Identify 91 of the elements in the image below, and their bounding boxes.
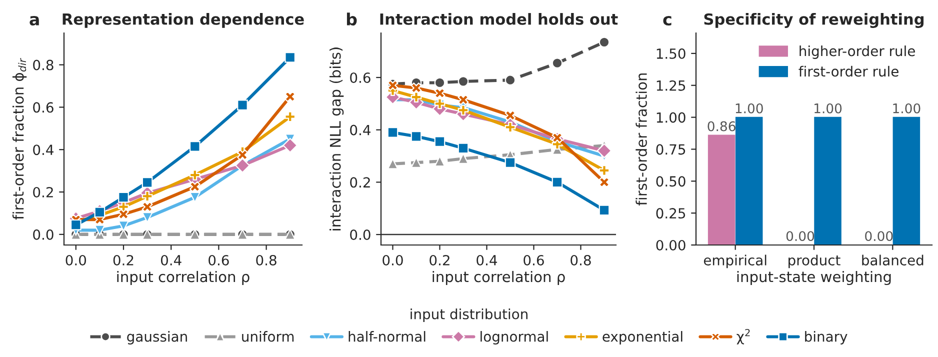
y-tick-label: 0.4	[33, 144, 54, 156]
point	[410, 92, 422, 103]
data-label: 1.00	[814, 103, 842, 114]
y-tick-label: 0.0	[350, 230, 370, 240]
text: b	[346, 12, 357, 26]
y-tick-label: 1.25	[656, 80, 686, 91]
point	[458, 104, 469, 116]
point	[94, 224, 106, 236]
y-axis-title: first-order fraction	[636, 73, 647, 206]
legend-label: gaussian	[127, 331, 187, 344]
point	[458, 142, 469, 154]
x-tick-label: 0.2	[113, 254, 134, 266]
x-tick-label: 0.8	[570, 254, 591, 266]
x-axis-title: input correlation ρ	[432, 270, 565, 286]
point	[410, 82, 422, 94]
point	[387, 127, 398, 138]
point	[118, 208, 129, 220]
point	[434, 136, 446, 148]
y-tick-label: 0.6	[33, 102, 54, 113]
point	[94, 206, 106, 218]
point	[237, 100, 248, 110]
legend-label: half-normal	[348, 331, 426, 342]
point	[118, 220, 129, 232]
point	[142, 190, 153, 202]
point	[284, 111, 296, 122]
x-tick-label: 0.6	[524, 254, 544, 266]
point	[189, 170, 200, 180]
legend-label: first-order rule	[798, 66, 898, 77]
y-tick-label: 0.2	[33, 186, 53, 198]
point	[118, 192, 129, 203]
x-tick-label: 0.4	[160, 254, 182, 266]
legend-label: higher-order rule	[800, 46, 915, 59]
point	[237, 149, 248, 160]
y-axis-title: interaction NLL gap (bits)	[330, 48, 344, 230]
text: c	[663, 16, 672, 26]
point	[504, 157, 516, 168]
point	[434, 77, 446, 88]
y-tick-label: 0.4	[350, 124, 370, 136]
x-tick-label: 0.6	[208, 254, 229, 266]
x-tick-label: 0.8	[256, 254, 276, 266]
y-tick-label: 0.2	[350, 177, 370, 188]
point	[552, 58, 563, 69]
legend-label: binary	[805, 331, 848, 344]
y-tick-label: 0.8	[33, 60, 54, 70]
legend-label: χ$^{2}$	[736, 328, 750, 344]
point	[282, 138, 298, 153]
y-tick-label: 0.6	[350, 72, 370, 83]
point	[598, 36, 610, 48]
point	[189, 141, 200, 152]
data-label: 0.86	[708, 121, 736, 132]
x-axis-title: input-state weighting	[737, 270, 891, 286]
data-label: 1.00	[736, 103, 763, 114]
x-tick-label: 0.4	[476, 254, 498, 266]
x-tick-label: product	[788, 254, 840, 268]
y-tick-label: 1.00	[656, 112, 686, 123]
y-tick-label: 0.25	[656, 208, 686, 219]
y-tick-label: 0.75	[656, 144, 686, 155]
data-label: 0.00	[786, 231, 814, 242]
x-tick-label: empirical	[704, 254, 766, 268]
point	[284, 52, 296, 63]
point	[70, 219, 82, 230]
point	[504, 122, 516, 133]
x-tick-label: 0.0	[382, 254, 403, 266]
point	[598, 204, 610, 216]
point	[142, 177, 153, 188]
x-axis-title: input correlation ρ	[117, 270, 250, 286]
point	[410, 130, 422, 142]
chart-title: Representation dependence	[62, 13, 304, 28]
y-tick-label: 0.50	[656, 176, 686, 187]
data-label: 1.00	[893, 103, 920, 114]
y-tick-label: 1.50	[656, 48, 686, 59]
y-axis-title: first-order fraction ϕ$_{dir}$	[12, 58, 27, 220]
x-tick-label: 0.0	[66, 254, 86, 266]
legend-label: exponential	[602, 331, 682, 344]
x-tick-label: balanced	[862, 254, 924, 266]
y-tick-label: 0.0	[33, 229, 54, 240]
text: a	[30, 16, 39, 26]
x-tick-label: 0.2	[430, 254, 450, 266]
point	[504, 110, 516, 121]
chart-title: Interaction model holds out	[380, 13, 618, 25]
y-tick-label: 0.00	[656, 240, 686, 250]
point	[596, 143, 612, 158]
legend-label: lognormal	[480, 331, 548, 344]
point	[458, 76, 469, 87]
point	[598, 164, 610, 176]
legend-title: input distribution	[410, 308, 528, 322]
point	[552, 176, 563, 188]
point	[552, 132, 563, 144]
legend-label: uniform	[242, 331, 294, 342]
point	[504, 74, 516, 86]
chart-title: Specificity of reweighting	[704, 13, 924, 28]
